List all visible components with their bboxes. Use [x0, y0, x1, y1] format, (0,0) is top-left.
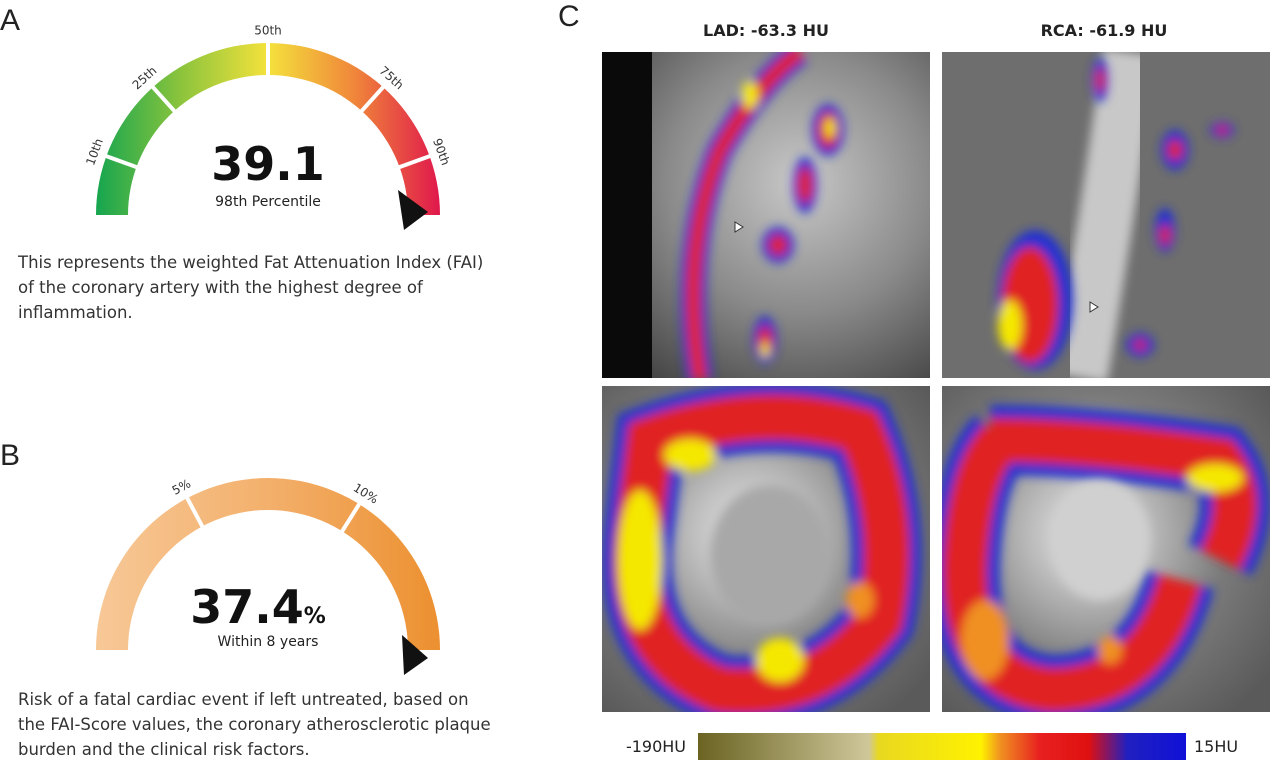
gauge-caption: 98th Percentile — [215, 194, 321, 210]
gauge-pointer — [402, 635, 428, 675]
gauge-arc — [96, 478, 440, 650]
description-line: inflammation. — [18, 303, 133, 322]
image-title: LAD: -63.3 HU — [703, 21, 829, 40]
gauge-divider — [103, 153, 140, 170]
ct-image — [942, 386, 1270, 712]
gauge-tick-label: 5% — [170, 476, 193, 497]
gauge-tick-label: 50th — [254, 24, 282, 38]
color-bar-label: -190HU — [626, 737, 686, 756]
ct-image — [602, 386, 930, 712]
description-line: burden and the clinical risk factors. — [18, 740, 310, 759]
gauge-divider — [150, 84, 178, 114]
gauge-caption: Within 8 years — [218, 634, 319, 650]
description-line: Risk of a fatal cardiac event if left un… — [18, 690, 469, 709]
value-unit: % — [304, 604, 326, 629]
image-title: RCA: -61.9 HU — [1041, 21, 1168, 40]
gauge-divider — [339, 501, 362, 535]
value-number: 37.4 — [190, 580, 304, 634]
panel-label: A — [0, 4, 20, 37]
gauge-tick-label: 10th — [83, 137, 106, 168]
ct-image — [942, 52, 1270, 378]
color-bar-label: 15HU — [1194, 737, 1238, 756]
gauge-arc — [96, 43, 440, 215]
gauge-value: 37.4% — [190, 580, 326, 634]
gauge-divider — [396, 153, 433, 170]
gauge: 5% 10% — [96, 476, 440, 675]
gauge-pointer — [398, 190, 428, 230]
description-line: of the coronary artery with the highest … — [18, 278, 424, 297]
ct-image — [602, 52, 930, 378]
panel-label: C — [558, 0, 580, 33]
description-line: This represents the weighted Fat Attenua… — [17, 253, 483, 272]
color-bar — [698, 733, 1186, 760]
gauge-value: 39.1 — [211, 137, 325, 191]
description-line: the FAI-Score values, the coronary ather… — [18, 715, 491, 734]
gauge-divider — [184, 495, 205, 530]
gauge-divider — [358, 84, 386, 114]
gauge-tick-label: 90th — [430, 137, 453, 168]
panel-label: B — [0, 439, 20, 472]
